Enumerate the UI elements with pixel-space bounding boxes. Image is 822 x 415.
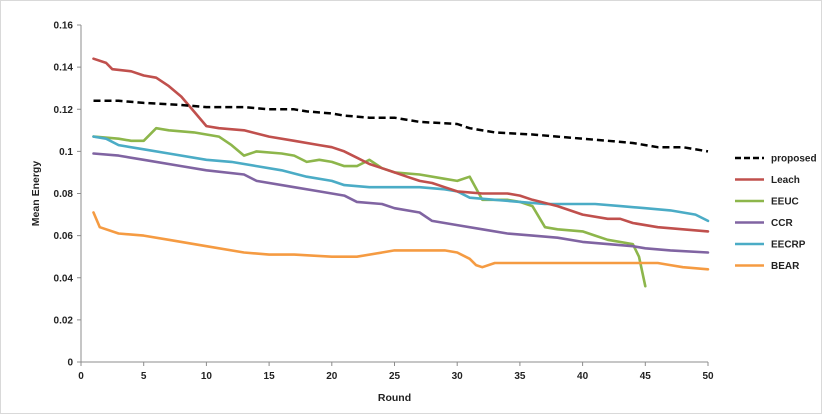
- x-tick-label: 15: [264, 371, 276, 382]
- y-tick-label: 0.06: [54, 231, 74, 242]
- x-tick-label: 10: [201, 371, 213, 382]
- y-axis-title: Mean Energy: [30, 161, 42, 227]
- series-line-eecrp: [92, 135, 710, 223]
- x-tick-label: 20: [326, 371, 338, 382]
- x-tick-label: 30: [452, 371, 464, 382]
- x-tick-label: 5: [141, 371, 147, 382]
- y-tick-label: 0.04: [54, 273, 74, 284]
- axes: 0 0.02 0.04 0.06 0.08 0.1 0.12 0.14 0.16 0 5 10 15 20…: [54, 21, 714, 383]
- legend-label: proposed: [771, 154, 817, 165]
- y-tick-label: 0: [67, 358, 73, 369]
- series-line-proposed: [93, 99, 709, 153]
- legend-label: CCR: [771, 218, 793, 229]
- legend-label: BEAR: [771, 261, 800, 272]
- x-tick-label: 40: [577, 371, 589, 382]
- x-tick-label: 25: [389, 371, 401, 382]
- legend-label: EEUC: [771, 197, 799, 208]
- legend-label: Leach: [771, 175, 800, 186]
- y-tick-label: 0.02: [54, 315, 74, 326]
- series-line-ccr: [92, 152, 710, 254]
- series-layer: [92, 57, 710, 288]
- y-tick-label: 0.1: [59, 147, 73, 158]
- y-tick-label: 0.16: [54, 21, 74, 32]
- series-line-eeuc: [92, 126, 647, 288]
- x-tick-label: 0: [78, 371, 84, 382]
- x-tick-label: 35: [514, 371, 526, 382]
- legend: proposed Leach EEUC CCR EECRP BEAR: [735, 154, 817, 272]
- series-line-leach: [92, 57, 710, 233]
- x-tick-label: 50: [702, 371, 714, 382]
- series-line-bear: [92, 211, 710, 271]
- y-tick-label: 0.08: [54, 189, 74, 200]
- y-tick-label: 0.12: [54, 105, 74, 116]
- x-axis-title: Round: [378, 392, 411, 404]
- legend-label: EECRP: [771, 240, 806, 251]
- y-tick-label: 0.14: [54, 63, 74, 74]
- x-tick-label: 45: [640, 371, 652, 382]
